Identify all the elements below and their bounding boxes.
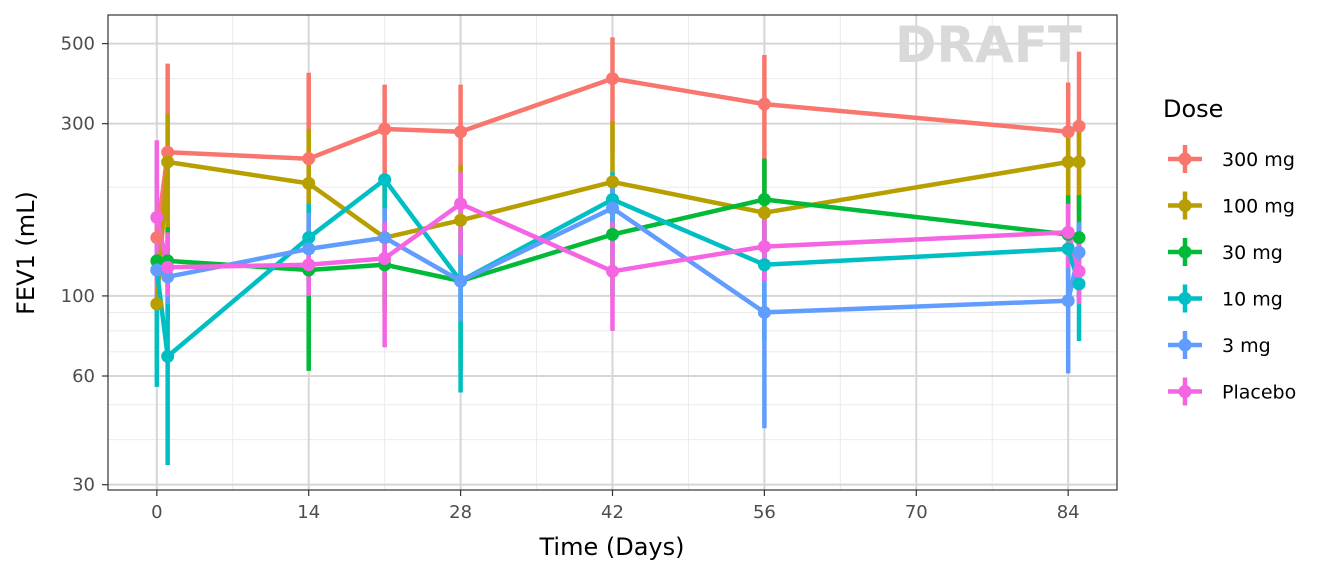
- point-placebo: [757, 240, 771, 254]
- legend-label: 100 mg: [1222, 196, 1295, 218]
- point-3-mg: [1072, 245, 1086, 259]
- point-3-mg: [454, 274, 468, 288]
- point-100-mg: [606, 175, 619, 189]
- legend-item-3-mg: 3 mg: [1168, 331, 1271, 359]
- watermark-text: DRAFT: [895, 16, 1082, 74]
- point-placebo: [1061, 225, 1075, 239]
- x-tick-label: 56: [753, 502, 776, 523]
- point-3-mg: [378, 231, 392, 245]
- point-300-mg: [454, 125, 468, 139]
- point-10-mg: [757, 258, 771, 272]
- point-100-mg: [1072, 155, 1086, 169]
- legend-label: Placebo: [1222, 382, 1296, 404]
- x-axis-title: Time (Days): [539, 533, 685, 561]
- x-tick-label: 70: [905, 502, 928, 523]
- legend-key-point: [1178, 385, 1192, 398]
- point-3-mg: [161, 270, 175, 284]
- legend-item-30-mg: 30 mg: [1168, 238, 1283, 266]
- point-3-mg: [757, 305, 771, 319]
- point-placebo: [606, 264, 619, 278]
- point-placebo: [1072, 264, 1086, 278]
- x-tick-label: 42: [601, 502, 624, 523]
- point-10-mg: [161, 349, 175, 363]
- point-placebo: [302, 258, 316, 272]
- point-100-mg: [302, 176, 316, 190]
- point-placebo: [454, 197, 468, 211]
- legend-key-point: [1178, 245, 1192, 259]
- point-30-mg: [757, 192, 771, 206]
- legend-item-placebo: Placebo: [1168, 377, 1296, 406]
- point-3-mg: [150, 263, 164, 277]
- legend-key-point: [1178, 199, 1192, 212]
- legend-item-300-mg: 300 mg: [1168, 145, 1295, 173]
- legend-items: 300 mg 100 mg 30 mg 10 mg 3 mg Placebo: [1168, 145, 1296, 406]
- point-3-mg: [302, 242, 316, 256]
- point-30-mg: [1072, 231, 1086, 245]
- x-tick-label: 28: [449, 502, 472, 523]
- legend-item-10-mg: 10 mg: [1168, 284, 1283, 313]
- point-300-mg: [1072, 119, 1086, 133]
- point-3-mg: [606, 201, 619, 215]
- point-300-mg: [757, 97, 771, 111]
- point-placebo: [161, 260, 175, 274]
- point-10-mg: [1061, 242, 1075, 256]
- y-tick-label: 30: [72, 475, 95, 496]
- point-30-mg: [150, 254, 164, 268]
- y-tick-label: 500: [61, 34, 95, 55]
- point-3-mg: [1061, 294, 1075, 308]
- legend-key-point: [1178, 338, 1192, 352]
- x-tick-label: 84: [1057, 502, 1080, 523]
- legend-key-point: [1178, 292, 1192, 305]
- y-tick-label: 60: [72, 366, 95, 387]
- point-100-mg: [454, 213, 468, 227]
- y-tick-label: 100: [61, 286, 95, 307]
- point-300-mg: [302, 152, 316, 166]
- x-tick-label: 0: [151, 502, 162, 523]
- legend-key-point: [1178, 152, 1192, 166]
- series-line-layer: [154, 76, 1082, 359]
- x-tick-label: 14: [297, 502, 320, 523]
- legend-item-100-mg: 100 mg: [1168, 191, 1295, 220]
- point-30-mg: [606, 227, 619, 241]
- y-axis-title: FEV1 (mL): [12, 191, 40, 315]
- legend-label: 300 mg: [1222, 149, 1295, 171]
- legend-title: Dose: [1163, 95, 1223, 123]
- point-300-mg: [378, 122, 392, 136]
- point-placebo: [150, 210, 164, 224]
- legend-label: 10 mg: [1222, 289, 1283, 311]
- point-10-mg: [378, 173, 392, 187]
- point-layer: [150, 72, 1086, 363]
- point-100-mg: [161, 155, 175, 169]
- point-10-mg: [302, 231, 316, 245]
- legend: Dose 300 mg 100 mg 30 mg 10 mg 3 mg Placebo: [1163, 95, 1296, 406]
- point-300-mg: [1061, 125, 1075, 139]
- y-tick-label: 300: [61, 114, 95, 135]
- point-placebo: [378, 251, 392, 265]
- axis-layer: 0 14 28 42 56 70 84 30 60 100 300 500: [61, 34, 1080, 523]
- point-300-mg: [150, 231, 164, 245]
- point-100-mg: [757, 206, 771, 220]
- point-100-mg: [150, 297, 164, 311]
- legend-label: 30 mg: [1222, 242, 1283, 264]
- point-300-mg: [606, 72, 619, 86]
- point-10-mg: [1072, 277, 1086, 291]
- point-300-mg: [161, 145, 175, 159]
- legend-label: 3 mg: [1222, 335, 1271, 357]
- point-100-mg: [1061, 155, 1075, 169]
